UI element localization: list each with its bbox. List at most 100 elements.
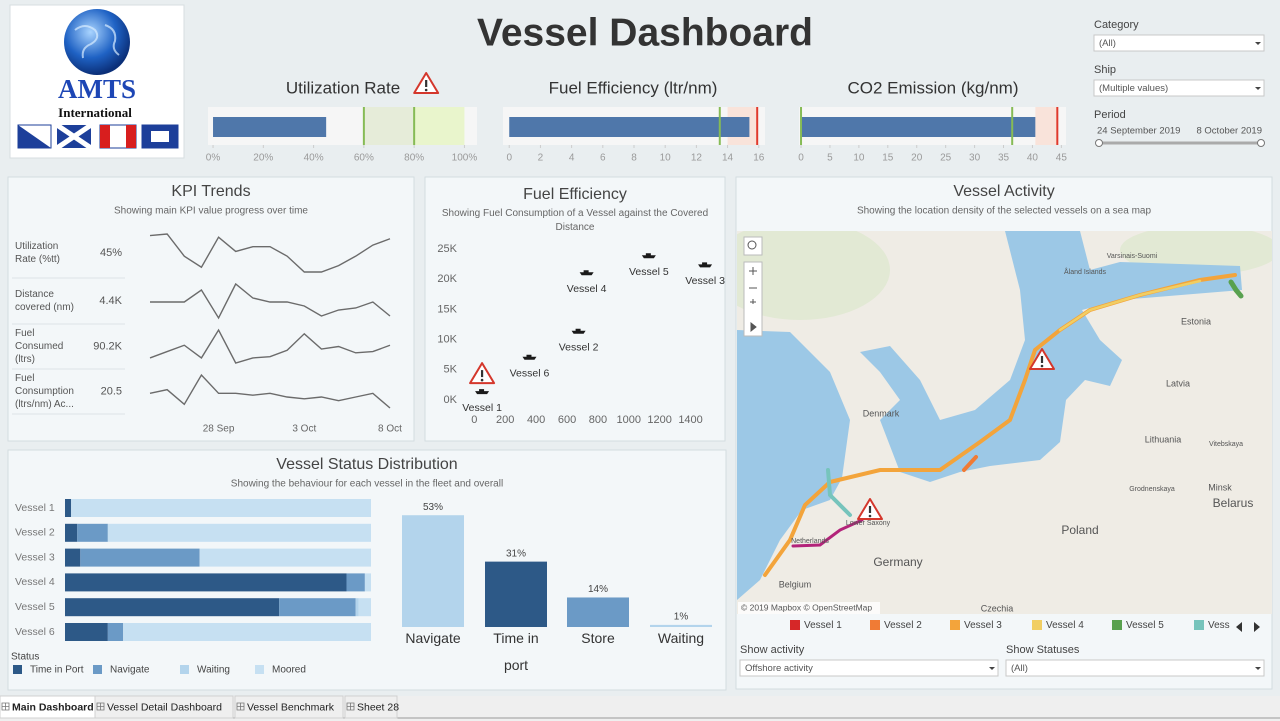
map-place: Vitebskaya [1209,441,1243,448]
x-tick-label: Waiting [657,630,705,646]
y-tick-label: 25K [437,243,457,255]
dropdown-value: (All) [1099,38,1116,49]
legend-label: Time in Port [30,665,84,676]
x-tick-label: 80% [404,153,424,164]
legend-swatch [1032,620,1042,630]
bar-segment [107,523,371,542]
legend-label: Vessel 5 [1126,620,1164,631]
map-place: Germany [873,555,922,569]
logo-globe-lines [74,24,120,59]
filter-label: Ship [1094,64,1116,76]
panel-title: Vessel Status Distribution [276,456,457,473]
kpi-line [149,233,391,273]
map[interactable]: Denmark Estonia Latvia Lithuania Poland Germa… [710,220,1280,614]
dropdown[interactable] [1005,659,1265,677]
map-search[interactable] [743,236,763,256]
bullet-title: CO2 Emission (kg/nm) [848,78,1019,97]
bar-segment [65,499,72,517]
y-tick-label: Vessel 4 [15,576,55,588]
legend-swatch [790,620,800,630]
legend-swatch [255,665,264,674]
x-tick-label: 28 Sep [203,424,235,435]
warning-icon [469,362,496,385]
x-tick-label: 8 Oct [378,424,402,435]
map-search-icon [747,240,757,250]
slider-handle[interactable] [1095,139,1103,147]
map-attribution: © 2019 Mapbox © OpenStreetMap [741,602,872,612]
tab[interactable] [94,695,234,719]
bar-segment [65,523,78,542]
x-tick-label: 0 [798,153,804,164]
bar-segment [279,598,356,617]
tab-icon [1,702,10,711]
x-tick-label: 25 [940,153,952,164]
bar [650,624,712,627]
panel [7,449,727,691]
legend-label: Vessel 6 [1208,620,1246,631]
bar-segment [123,623,371,641]
dropdown-arrow [1255,42,1261,45]
x-tick-label: 0 [471,414,477,426]
panel-title: Fuel Efficiency [523,186,627,203]
map-forest [737,231,890,320]
tab-label: Vessel Detail Dashboard [107,701,222,713]
legend-swatch [950,620,960,630]
bar-segment [65,573,347,592]
y-tick-label: Vessel 3 [15,551,55,563]
y-tick-label: Vessel 5 [15,601,55,613]
bar-segment [364,573,371,592]
bar [485,561,547,627]
x-tick-label: 12 [691,153,703,164]
x-tick-label: 14 [722,153,734,164]
dropdown[interactable] [1093,34,1265,52]
x-tick-label: 35 [998,153,1010,164]
bar-segment [355,598,359,617]
value-label: 14% [588,584,608,595]
legend-label: Vessel 4 [1046,620,1084,631]
x-tick-label: 16 [753,153,765,164]
point-label: Vessel 2 [559,342,599,354]
tab[interactable] [344,695,398,719]
bar [567,597,629,627]
bullet-title: Fuel Efficiency (ltr/nm) [549,78,718,97]
map-toolbar-icons [749,267,757,333]
dropdown[interactable] [739,659,999,677]
x-tick-label: 1000 [617,414,641,426]
flag-part [18,125,51,148]
period-start: 24 September 2019 [1097,126,1180,137]
y-tick-label: 10K [437,333,457,345]
x-tick-label: 0 [506,153,512,164]
warning-dot [480,378,484,382]
filter-label: Period [1094,109,1126,121]
tab-icon [96,702,105,711]
ship-marker [522,354,537,360]
x-tick-label: 20 [911,153,923,164]
x-tick-label: 10 [853,153,865,164]
value-label: 1% [674,612,689,623]
flag-part [126,125,136,148]
bullet-band [363,107,415,145]
y-tick-label: Vessel 6 [15,626,55,638]
kpi-name: Fuel Consumed (ltrs) [15,328,64,365]
x-tick-label: Time in port [493,630,539,673]
legend-scroll[interactable] [1236,622,1260,632]
x-tick-label: 800 [589,414,607,426]
tab[interactable] [234,695,344,719]
x-tick-label: 6 [600,153,606,164]
flag-part [151,131,169,142]
point-label: Vessel 3 [685,275,725,287]
map-place: Lithuania [1145,434,1182,444]
x-tick-label: 40 [1027,153,1039,164]
panel-title: KPI Trends [171,183,250,200]
x-tick-label: 600 [558,414,576,426]
x-tick-label: 30 [969,153,981,164]
vessel-route [826,468,852,517]
y-tick-label: Vessel 1 [15,502,55,514]
kpi-line [149,328,391,364]
panel-subtitle: Showing Fuel Consumption of a Vessel aga… [441,208,709,233]
flag-part [100,125,110,148]
slider-handle[interactable] [1257,139,1265,147]
dropdown[interactable] [1093,79,1265,97]
map-controls [743,236,763,337]
bar-segment [71,499,372,517]
